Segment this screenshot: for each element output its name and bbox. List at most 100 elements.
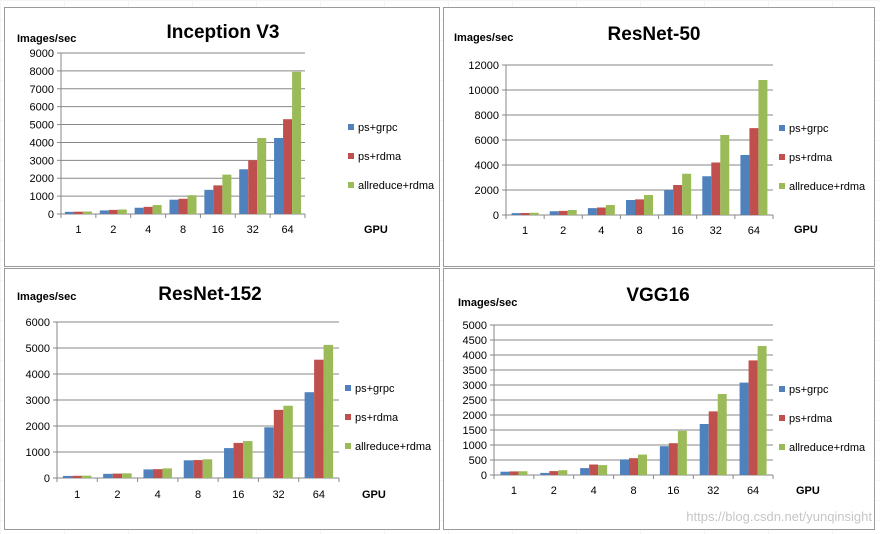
- bar-allreduce-rdma-32: [720, 135, 730, 215]
- bar-allreduce-rdma-1: [518, 471, 528, 475]
- bar-allreduce-rdma-16: [682, 173, 692, 215]
- bar-ps-rdma-4: [143, 206, 153, 214]
- bar-ps-grpc-2: [540, 472, 550, 475]
- bar-allreduce-rdma-16: [222, 174, 232, 214]
- bar-ps-rdma-32: [273, 409, 284, 478]
- y-tick-label: 0: [44, 473, 50, 485]
- y-tick-label: 6000: [26, 317, 50, 329]
- chart-panel-resnet-50: ResNet-50 Images/sec 0 2000 4000 6000 8000 1000…: [443, 7, 875, 267]
- bar-ps-grpc-8: [620, 459, 629, 475]
- x-tick-label: 64: [748, 225, 760, 237]
- y-tick-label: 5000: [26, 343, 50, 355]
- legend-swatch-ps-grpc: [779, 125, 785, 131]
- bar-ps-rdma-4: [152, 469, 163, 478]
- chart-svg-resnet-152: ResNet-152 Images/sec 0 1000 2000 3000 4000 500…: [17, 284, 432, 501]
- bar-ps-rdma-4: [589, 464, 599, 475]
- y-tick-label: 4000: [26, 369, 50, 381]
- x-tick-label: 1: [522, 225, 528, 237]
- bar-ps-grpc-32: [239, 169, 249, 214]
- x-tick-label: 8: [630, 485, 636, 497]
- bar-ps-rdma-1: [72, 475, 82, 478]
- bar-ps-grpc-64: [274, 137, 284, 214]
- legend-swatch-allreduce-rdma: [348, 182, 354, 188]
- chart-title: ResNet-50: [608, 24, 701, 45]
- y-tick-label: 4000: [475, 160, 499, 172]
- y-tick-label: 3000: [26, 395, 50, 407]
- bar-allreduce-rdma-32: [257, 137, 267, 214]
- y-tick-label: 3000: [463, 380, 487, 392]
- x-axis-label: GPU: [796, 485, 820, 497]
- bar-allreduce-rdma-8: [187, 195, 197, 214]
- bar-allreduce-rdma-64: [292, 71, 302, 215]
- bar-ps-grpc-8: [626, 200, 635, 215]
- bar-ps-grpc-4: [580, 468, 590, 475]
- bar-ps-rdma-64: [748, 360, 758, 475]
- bar-allreduce-rdma-4: [162, 468, 172, 478]
- chart-panel-resnet-152: ResNet-152 Images/sec 0 1000 2000 3000 4000 500…: [4, 268, 440, 530]
- bar-ps-grpc-32: [699, 424, 709, 475]
- y-tick-label: 2000: [463, 410, 487, 422]
- bar-allreduce-rdma-16: [243, 441, 253, 478]
- legend-label-allreduce-rdma: allreduce+rdma: [789, 442, 866, 454]
- legend-label-ps-rdma: ps+rdma: [358, 151, 402, 163]
- bar-ps-rdma-8: [629, 458, 638, 475]
- chart-svg-resnet-50: ResNet-50 Images/sec 0 2000 4000 6000 8000 1000…: [454, 24, 866, 237]
- bar-allreduce-rdma-2: [122, 473, 132, 478]
- chart-panel-inception-v3: Inception V3 Images/sec 0 1000 2000 3000 4000 5…: [4, 7, 440, 267]
- x-tick-label: 32: [247, 224, 259, 236]
- bar-ps-rdma-2: [558, 210, 568, 215]
- bar-allreduce-rdma-1: [81, 475, 92, 478]
- y-tick-label: 8000: [475, 110, 499, 122]
- bar-ps-rdma-32: [711, 162, 721, 215]
- x-tick-label: 4: [155, 489, 161, 501]
- bar-ps-rdma-32: [708, 411, 718, 475]
- y-tick-label: 0: [48, 209, 54, 221]
- bar-allreduce-rdma-4: [152, 205, 162, 214]
- bar-ps-grpc-16: [204, 189, 214, 214]
- bar-allreduce-rdma-64: [758, 80, 768, 215]
- legend-label-allreduce-rdma: allreduce+rdma: [355, 441, 432, 453]
- y-axis-label: Images/sec: [17, 33, 76, 45]
- x-tick-label: 32: [707, 485, 719, 497]
- bar-ps-grpc-1: [511, 213, 521, 215]
- bar-allreduce-rdma-2: [558, 470, 568, 475]
- y-tick-label: 12000: [468, 60, 499, 72]
- y-tick-label: 2000: [30, 173, 54, 185]
- y-axis-label: Images/sec: [17, 291, 76, 303]
- y-tick-label: 4000: [463, 350, 487, 362]
- x-tick-label: 2: [110, 224, 116, 236]
- chart-title: Inception V3: [167, 22, 280, 43]
- y-tick-label: 7000: [30, 84, 54, 96]
- x-tick-label: 8: [195, 489, 201, 501]
- legend-swatch-ps-grpc: [345, 385, 351, 391]
- legend-swatch-allreduce-rdma: [779, 183, 785, 189]
- bar-ps-grpc-32: [264, 427, 274, 478]
- y-tick-label: 5000: [463, 320, 487, 332]
- x-tick-label: 16: [667, 485, 679, 497]
- y-tick-label: 500: [469, 455, 487, 467]
- x-tick-label: 1: [74, 489, 80, 501]
- y-tick-label: 8000: [30, 66, 54, 78]
- legend-label-ps-rdma: ps+rdma: [355, 412, 399, 424]
- bar-allreduce-rdma-64: [757, 346, 767, 475]
- chart-panel-vgg16: VGG16 Images/sec 0 500 1000 1500 2000 2500 3000 3…: [443, 268, 875, 530]
- bar-ps-rdma-8: [193, 460, 203, 478]
- x-axis-label: GPU: [794, 224, 818, 236]
- y-tick-label: 4000: [30, 137, 54, 149]
- legend-swatch-ps-grpc: [779, 386, 785, 392]
- bar-allreduce-rdma-32: [283, 405, 293, 478]
- y-axis-label: Images/sec: [454, 32, 513, 44]
- bar-ps-rdma-1: [520, 213, 530, 215]
- y-tick-label: 2000: [475, 185, 499, 197]
- bar-ps-grpc-32: [702, 176, 712, 215]
- x-tick-label: 64: [313, 489, 325, 501]
- bar-ps-grpc-64: [304, 392, 315, 478]
- x-tick-label: 64: [281, 224, 293, 236]
- chart-svg-inception-v3: Inception V3 Images/sec 0 1000 2000 3000 4000 5…: [17, 22, 435, 236]
- bar-ps-grpc-2: [99, 210, 109, 214]
- legend-swatch-allreduce-rdma: [345, 443, 351, 449]
- chart-svg-vgg16: VGG16 Images/sec 0 500 1000 1500 2000 2500 3000 3…: [458, 285, 866, 497]
- x-tick-label: 4: [145, 224, 151, 236]
- bar-ps-rdma-64: [749, 128, 759, 215]
- bar-ps-rdma-32: [248, 160, 258, 214]
